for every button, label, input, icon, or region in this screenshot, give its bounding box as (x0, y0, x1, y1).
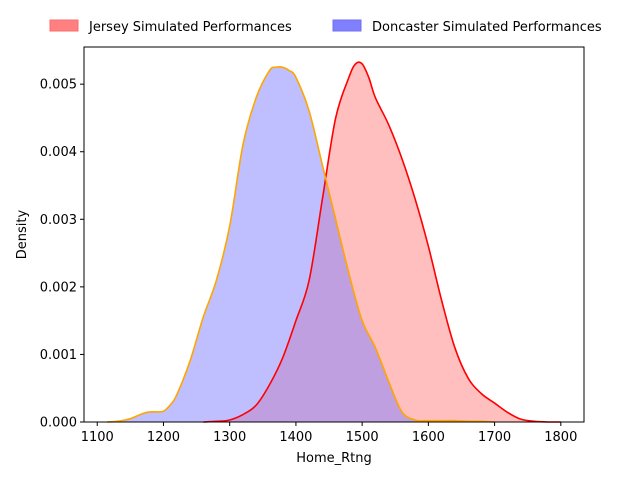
y-tick-label: 0.000 (40, 416, 77, 431)
density-areas (107, 61, 561, 423)
series-2-line (107, 66, 495, 423)
y-tick-label: 0.004 (40, 145, 77, 160)
x-tick-label: 1200 (147, 430, 180, 445)
legend-label-1: Jersey Simulated Performances (88, 20, 292, 35)
series-1-line (203, 61, 561, 423)
y-tick-label: 0.001 (40, 348, 77, 363)
x-axis-label: Home_Rtng (296, 451, 372, 466)
x-tick-label: 1400 (279, 430, 312, 445)
x-tick-label: 1700 (478, 430, 511, 445)
legend: Jersey Simulated Performances Doncaster S… (49, 19, 602, 35)
y-tick-label: 0.003 (40, 213, 77, 228)
series-2-fill (107, 66, 495, 422)
x-tick-label: 1300 (213, 430, 246, 445)
x-tick-label: 1800 (544, 430, 577, 445)
x-tick-label: 1600 (412, 430, 445, 445)
y-axis: 0.000 0.001 0.002 0.003 0.004 0.005 (40, 78, 84, 431)
x-axis: 1100 1200 1300 1400 1500 1600 1700 1800 (81, 422, 577, 445)
x-tick-label: 1500 (346, 430, 379, 445)
x-tick-label: 1100 (81, 430, 114, 445)
legend-label-2: Doncaster Simulated Performances (372, 20, 602, 35)
y-tick-label: 0.002 (40, 280, 77, 295)
legend-swatch-2 (332, 19, 362, 32)
plot-frame (83, 46, 585, 423)
y-axis-label: Density (15, 209, 30, 259)
y-tick-label: 0.005 (40, 78, 77, 93)
legend-swatch-1 (49, 19, 79, 32)
